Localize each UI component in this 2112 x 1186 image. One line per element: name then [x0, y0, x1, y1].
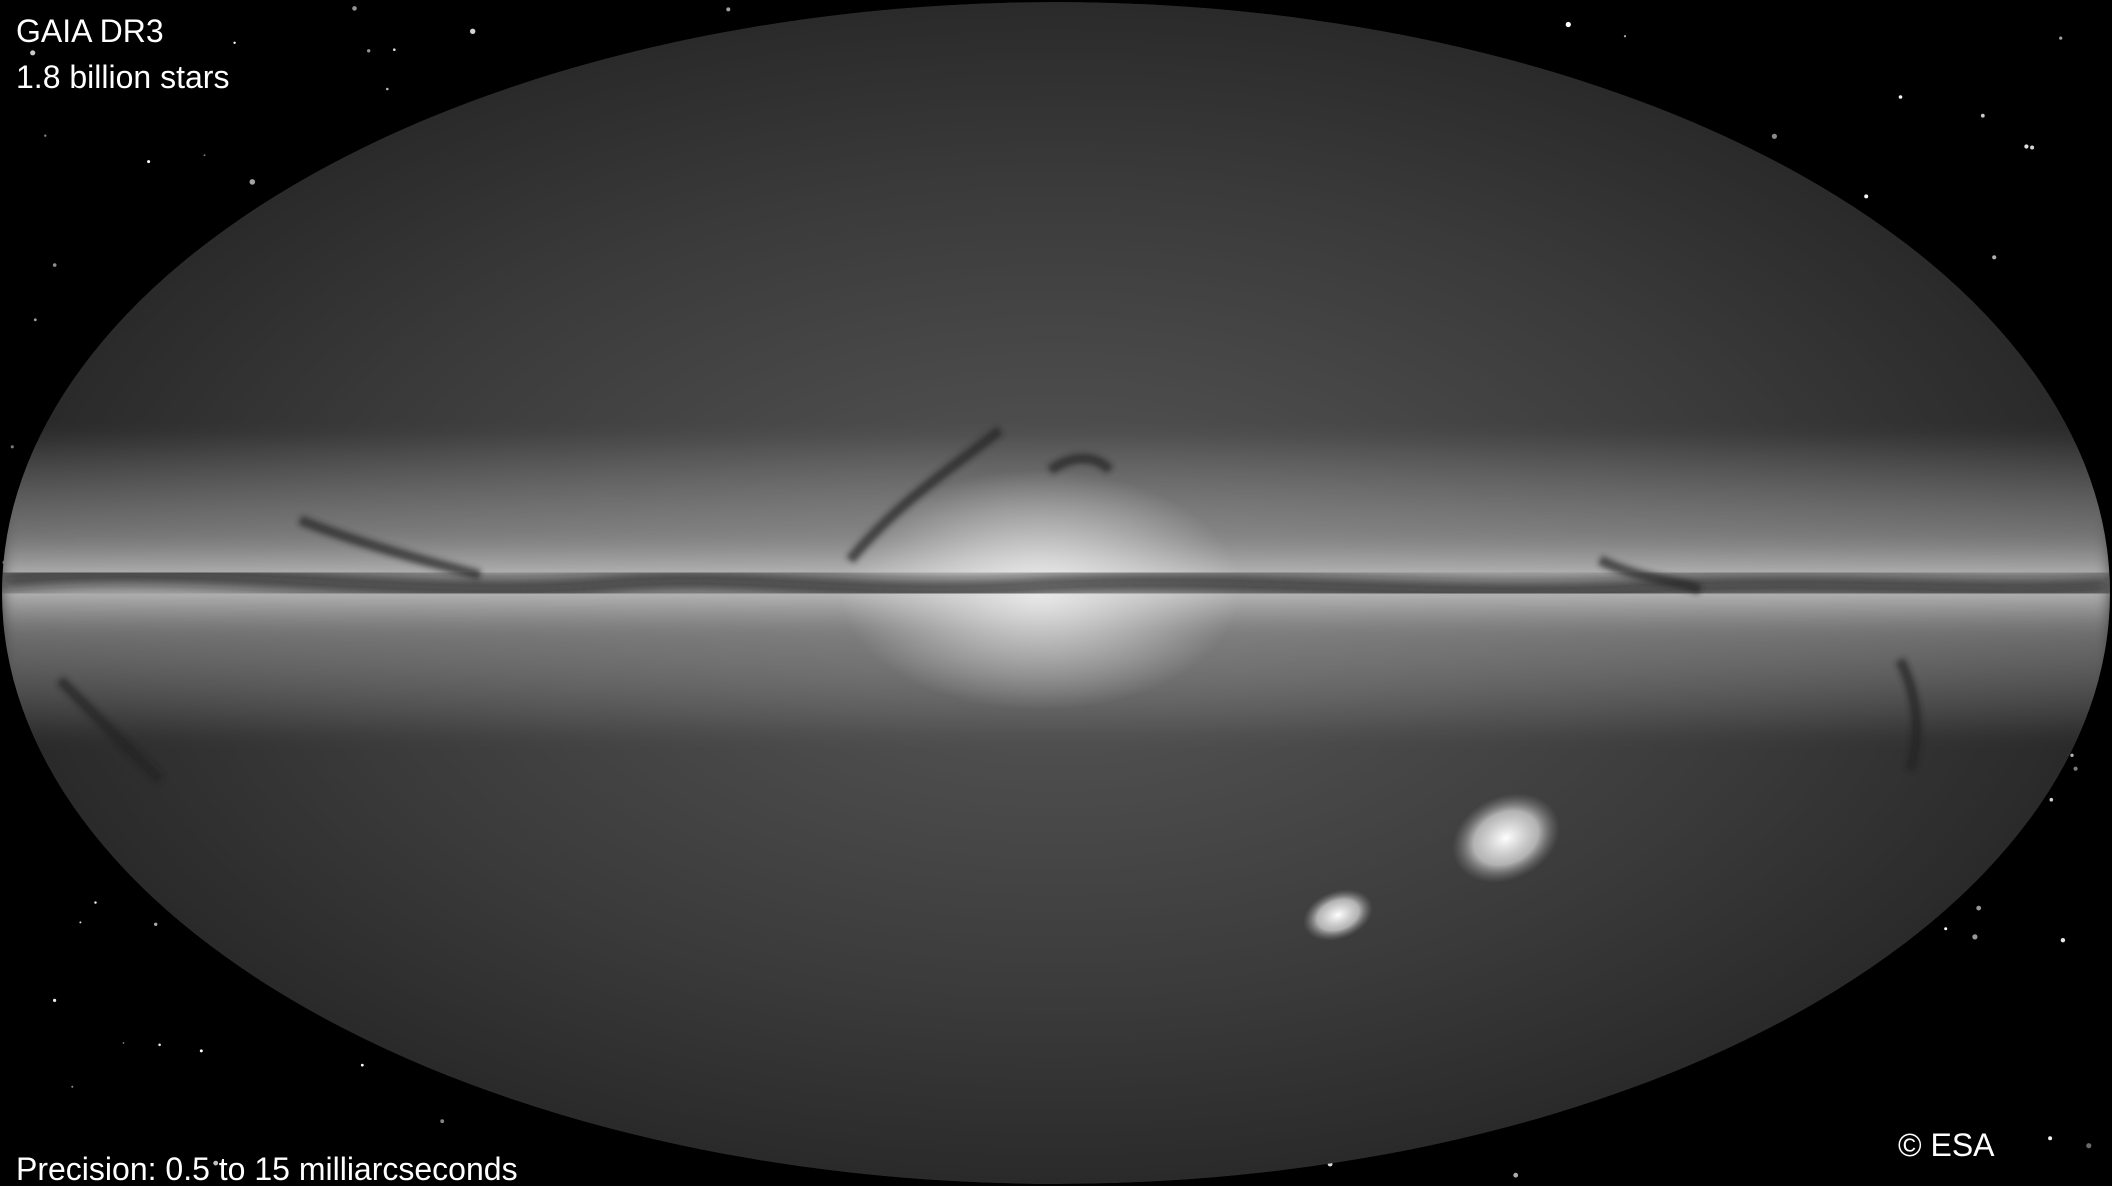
- star: [2024, 144, 2029, 149]
- star: [1565, 21, 1571, 28]
- star: [2049, 797, 2054, 802]
- star: [726, 7, 731, 12]
- star: [352, 6, 357, 11]
- star: [94, 901, 97, 904]
- star: [1976, 905, 1982, 911]
- star: [2060, 938, 2066, 943]
- star: [470, 28, 476, 34]
- precision-note: Precision: 0.5 to 15 milliarcseconds: [16, 1151, 518, 1186]
- star: [2048, 1136, 2053, 1141]
- star: [30, 50, 36, 56]
- star: [360, 1063, 364, 1067]
- star: [52, 263, 57, 267]
- star: [2059, 36, 2063, 40]
- star: [199, 1049, 203, 1053]
- star: [213, 1160, 219, 1166]
- star: [2030, 145, 2035, 150]
- small-magellanic-cloud: [1303, 889, 1373, 941]
- star: [79, 921, 82, 924]
- star: [203, 154, 206, 157]
- title: GAIA DR3: [16, 13, 164, 49]
- star: [2073, 766, 2078, 771]
- star: [2070, 753, 2074, 757]
- star: [10, 445, 14, 449]
- star: [44, 134, 47, 137]
- subtitle: 1.8 billion stars: [16, 59, 229, 95]
- star: [233, 41, 236, 44]
- dust-lane: [2, 563, 2110, 603]
- star: [1898, 95, 1903, 99]
- star: [1864, 194, 1869, 199]
- credit: © ESA: [1898, 1127, 1995, 1163]
- star: [71, 1085, 74, 1088]
- star: [24, 76, 27, 79]
- star: [1980, 113, 1985, 118]
- star: [249, 179, 256, 185]
- star: [1972, 934, 1978, 940]
- star: [2086, 1143, 2092, 1149]
- star: [1944, 927, 1948, 931]
- star: [1992, 255, 1997, 260]
- star: [158, 1043, 161, 1047]
- star: [386, 87, 389, 91]
- star: [367, 49, 371, 53]
- star: [122, 1042, 125, 1044]
- star: [1623, 35, 1627, 38]
- large-magellanic-cloud: [1452, 793, 1560, 883]
- star: [393, 48, 396, 51]
- star: [1771, 133, 1777, 139]
- star: [154, 922, 158, 926]
- star: [1513, 1172, 1519, 1178]
- dust-clouds: [56, 426, 1922, 784]
- star: [440, 1119, 445, 1124]
- star: [33, 318, 37, 322]
- star: [53, 998, 57, 1003]
- star: [147, 160, 151, 164]
